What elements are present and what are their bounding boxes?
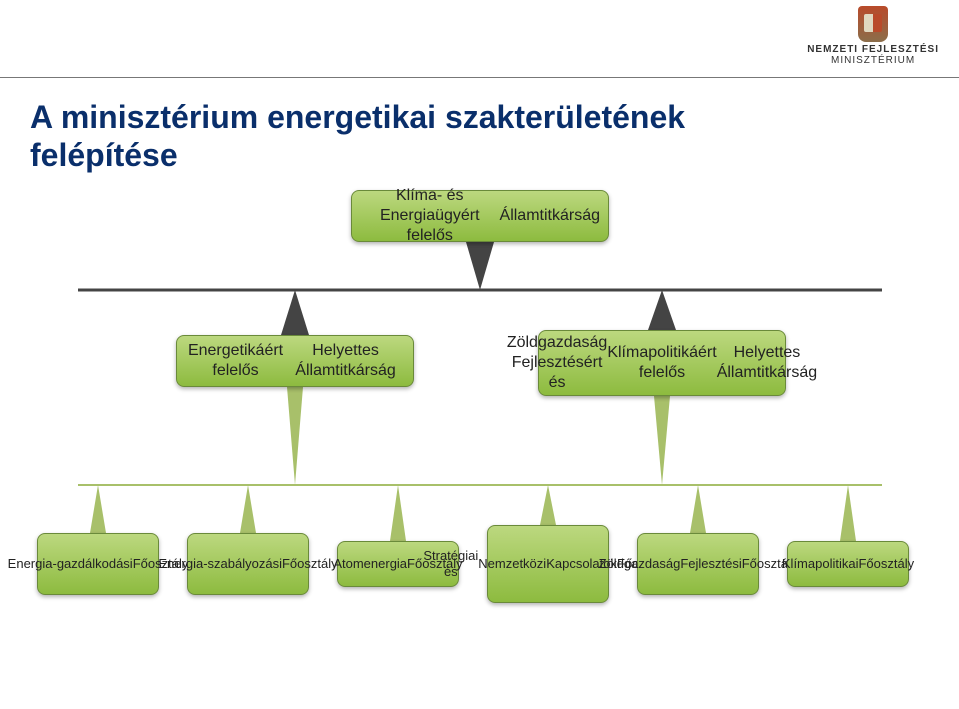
org-node-dep2: Zöldgazdaság Fejlesztésért ésKlímapoliti… — [538, 330, 786, 396]
page-title: A minisztérium energetikai szakterületén… — [0, 78, 959, 175]
org-line2: MINISZTÉRIUM — [807, 55, 939, 66]
ministry-logo-block: NEMZETI FEJLESZTÉSI MINISZTÉRIUM — [807, 6, 939, 66]
org-node-l1: Energia-gazdálkodásiFőosztály — [37, 533, 159, 595]
org-node-l5: ZöldgazdaságFejlesztésiFőosztály — [637, 533, 759, 595]
title-line2: felépítése — [30, 137, 178, 173]
connector-layer — [0, 175, 959, 705]
org-node-l2: Energia-szabályozásiFőosztály — [187, 533, 309, 595]
org-chart: Klíma- és Energiaügyért felelősÁllamtitk… — [0, 175, 959, 705]
coat-of-arms-icon — [858, 6, 888, 42]
org-line1: NEMZETI FEJLESZTÉSI — [807, 44, 939, 55]
org-node-root: Klíma- és Energiaügyért felelősÁllamtitk… — [351, 190, 609, 242]
org-node-dep1: Energetikáért felelősHelyettes Államtitk… — [176, 335, 414, 387]
org-node-l4: Stratégiai ésNemzetköziKapcsolatokFőoszt… — [487, 525, 609, 603]
title-line1: A minisztérium energetikai szakterületén… — [30, 99, 685, 135]
header: NEMZETI FEJLESZTÉSI MINISZTÉRIUM — [0, 0, 959, 78]
org-node-l6: KlímapolitikaiFőosztály — [787, 541, 909, 587]
